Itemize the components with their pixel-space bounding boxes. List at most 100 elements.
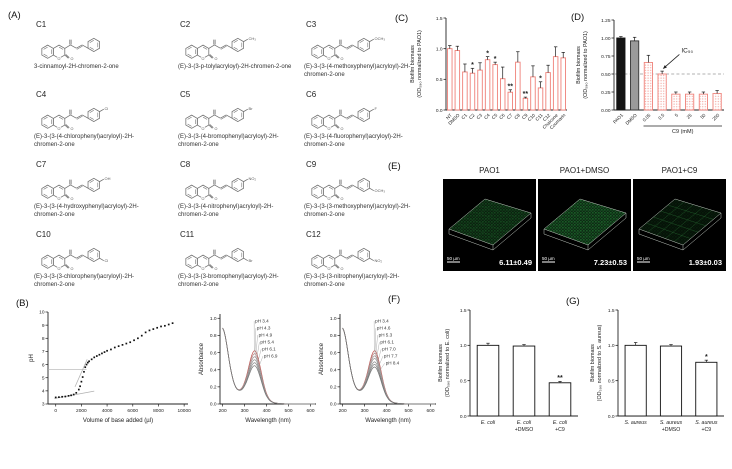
svg-text:E. coli: E. coli: [481, 420, 496, 426]
svg-text:C3: C3: [476, 112, 484, 120]
svg-text:Cl: Cl: [105, 106, 109, 111]
svg-text:O: O: [340, 127, 343, 131]
svg-text:0.0: 0.0: [460, 414, 467, 420]
compound-id: C9: [306, 160, 317, 169]
chemical-structure-drawing: O O OH: [41, 176, 111, 201]
svg-text:O: O: [328, 57, 331, 61]
svg-text:500: 500: [405, 408, 413, 414]
compound-name: (E)-3-(3-(3-chlorophenyl)acryloyl)-2H-ch…: [34, 274, 135, 288]
curve: [222, 327, 315, 405]
compound-card: C9 O O OCH₃ (E)-3-(3-(3-methoxyphenyl)acrylo…: [304, 160, 430, 230]
svg-text:*: *: [539, 76, 542, 83]
svg-text:pH 4.3: pH 4.3: [257, 326, 271, 331]
panel-f-label: (F): [388, 294, 401, 305]
chemical-structure-drawing: O O Br: [185, 106, 253, 131]
svg-text:O: O: [202, 127, 205, 131]
saureus-bar-chart: 0.0 0.5 1.0 1.5 Biofilm biomass (OD₅₉₀ normal…: [590, 308, 724, 433]
svg-text:1.0: 1.0: [608, 343, 615, 349]
ph-titration-plot: 3 4 5 6 7 8 9 10 0 2000 4000 6000 8000 10000 Volume of…: [29, 310, 191, 424]
svg-text:6: 6: [42, 362, 45, 368]
data-points: [54, 322, 174, 399]
svg-text:O: O: [58, 127, 61, 131]
bar: [522, 97, 529, 111]
bar: [530, 76, 536, 111]
svg-text:pH 7.0: pH 7.0: [382, 347, 396, 352]
svg-text:9: 9: [42, 323, 45, 329]
svg-text:+C9: +C9: [555, 427, 565, 433]
svg-text:pH 4.9: pH 4.9: [259, 333, 273, 338]
chemical-structure-drawing: O O NO₂: [311, 247, 382, 271]
svg-text:IC₅₀: IC₅₀: [681, 47, 693, 54]
compound-id: C10: [36, 230, 51, 239]
chemical-structure-drawing: O O F: [311, 106, 378, 131]
svg-text:PAO1: PAO1: [612, 112, 624, 124]
svg-text:C9: C9: [521, 112, 529, 120]
svg-text:O: O: [202, 197, 205, 201]
svg-text:DMSO: DMSO: [625, 112, 639, 126]
svg-text:CH₃: CH₃: [249, 36, 257, 41]
compound-name: (E)-3-(3-p-tolylacryloyl)-2H-chromen-2-o…: [178, 64, 292, 70]
svg-text:0: 0: [54, 408, 57, 414]
svg-text:O: O: [340, 57, 343, 61]
svg-text:O: O: [202, 57, 205, 61]
svg-text:pH 5.4: pH 5.4: [260, 340, 274, 345]
bar: [659, 345, 683, 417]
svg-text:Cl: Cl: [105, 258, 109, 263]
microscopy-image: PAO1+DMSO 50 µm 7.23±0.53: [538, 166, 631, 271]
scale-bar-label: 50 µm: [637, 256, 650, 261]
svg-text:Volume of base added (µl): Volume of base added (µl): [83, 418, 153, 424]
svg-text:OCH₃: OCH₃: [375, 188, 386, 193]
svg-text:0.2: 0.2: [330, 385, 337, 391]
bar: [515, 61, 521, 111]
biofilm-3d-image: 50 µm 6.11±0.49: [443, 179, 536, 271]
svg-text:0.75: 0.75: [601, 54, 611, 60]
svg-text:O: O: [328, 197, 331, 201]
svg-text:O: O: [58, 57, 61, 61]
scale-bar: [447, 261, 460, 263]
svg-text:pH 6.9: pH 6.9: [264, 354, 278, 359]
panel-e-label: (E): [388, 161, 401, 172]
svg-text:*: *: [494, 56, 497, 63]
svg-text:O: O: [328, 267, 331, 271]
bar: [477, 69, 483, 111]
svg-text:E. coli: E. coli: [517, 420, 532, 426]
svg-text:C1: C1: [460, 112, 468, 120]
svg-text:Absorbance: Absorbance: [199, 342, 205, 375]
svg-text:O: O: [202, 267, 205, 271]
compound-name: (E)-3-(3-(4-fluorophenyl)acryloyl)-2H-ch…: [304, 134, 403, 148]
compound-name: 3-cinnamoyl-2H-chromen-2-one: [34, 64, 119, 70]
svg-text:400: 400: [263, 408, 271, 414]
svg-text:0.25: 0.25: [601, 90, 611, 96]
bar: [537, 87, 544, 111]
svg-text:10000: 10000: [177, 408, 191, 414]
absorbance-spectrum-2: 0.0 0.2 0.4 0.6 0.8 1.0 200 300 400 500 600 Wavelen…: [319, 314, 436, 424]
svg-text:8000: 8000: [153, 408, 164, 414]
svg-text:C4: C4: [483, 112, 491, 120]
compound-card: C12 O O NO₂ (E)-3-(3-(3-nitrophenyl)acryloyl…: [304, 230, 430, 300]
chemical-structure-drawing: O O NO₂: [185, 176, 256, 201]
svg-text:O: O: [214, 57, 217, 61]
chemical-structure-drawing: O O Cl: [41, 106, 109, 131]
compound-card: C5 O O Br (E)-3-(3-(4-bromophenyl)acryloyl)-…: [178, 90, 304, 160]
svg-text:250: 250: [711, 112, 720, 121]
svg-text:0.0: 0.0: [436, 108, 443, 114]
svg-text:*: *: [705, 354, 708, 361]
svg-text:300: 300: [361, 408, 369, 414]
bars-group: ********: [447, 45, 566, 111]
compound-name: (E)-3-(3-(3-bromophenyl)acryloyl)-2H-chr…: [178, 274, 279, 288]
bar: [454, 50, 461, 111]
compound-id: C4: [36, 90, 47, 99]
svg-text:F: F: [375, 106, 378, 111]
svg-text:1.0: 1.0: [330, 316, 337, 322]
curve: [342, 327, 435, 405]
svg-text:25: 25: [686, 112, 693, 119]
svg-text:pH 6.1: pH 6.1: [380, 340, 394, 345]
compound-id: C2: [180, 20, 191, 29]
svg-text:1.00: 1.00: [601, 36, 611, 42]
bars-group: **: [476, 342, 572, 417]
bars-group: *: [624, 342, 718, 417]
svg-text:1.25: 1.25: [601, 18, 611, 24]
svg-text:S. aureus: S. aureus: [660, 420, 683, 426]
svg-text:(OD₅₉₀ normalized to PAO1): (OD₅₉₀ normalized to PAO1): [417, 30, 423, 98]
